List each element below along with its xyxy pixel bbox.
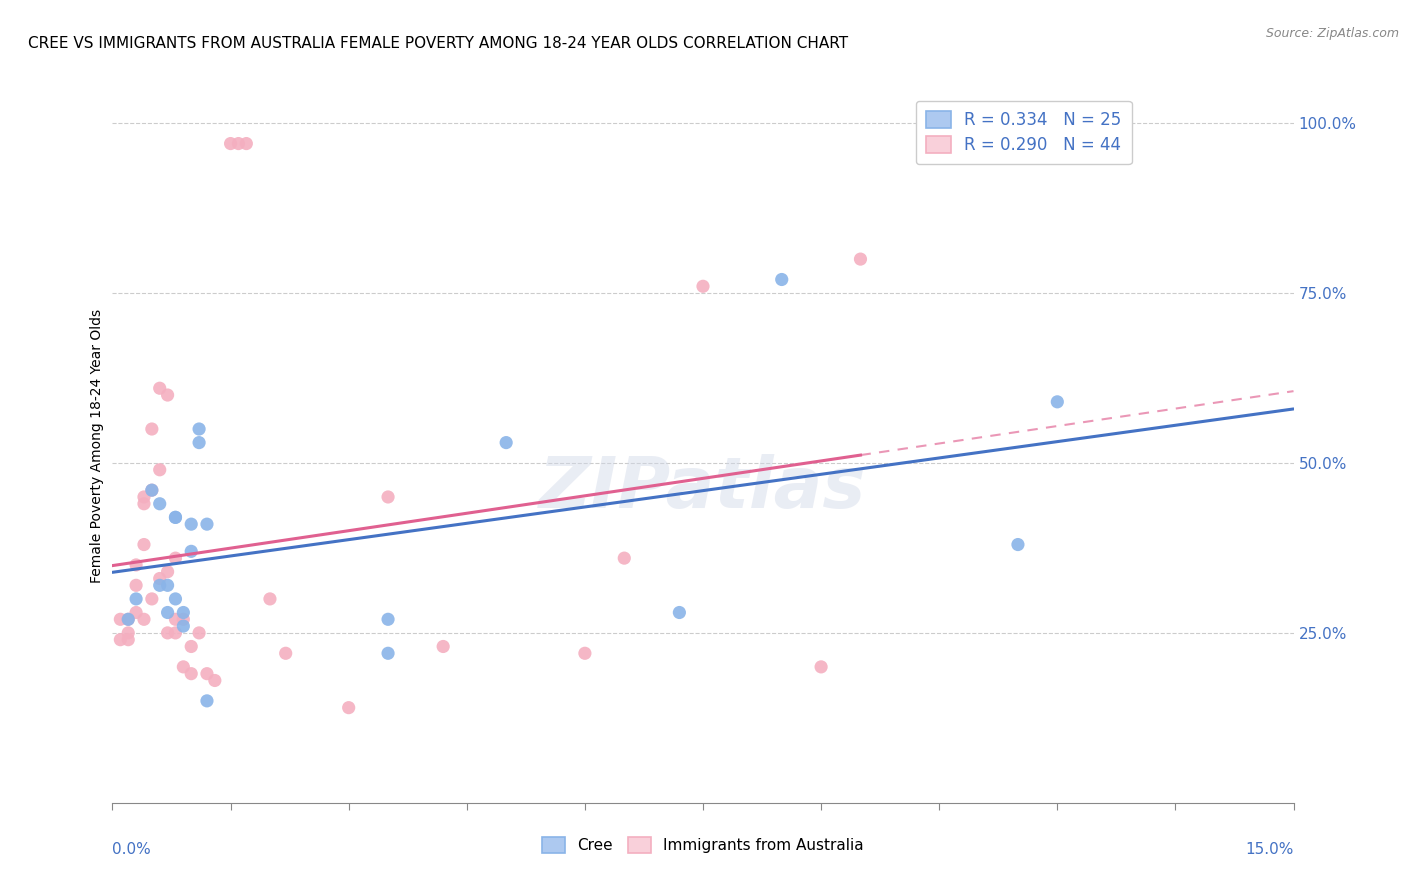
Text: ZIPatlas: ZIPatlas (540, 454, 866, 524)
Point (149, 381, 172, 395)
Point (195, 517, 218, 532)
Text: CREE VS IMMIGRANTS FROM AUSTRALIA FEMALE POVERTY AMONG 18-24 YEAR OLDS CORRELATI: CREE VS IMMIGRANTS FROM AUSTRALIA FEMALE… (28, 36, 848, 51)
Point (172, 660, 194, 674)
Point (770, 272, 793, 286)
Point (495, 435, 517, 450)
Point (110, 612, 132, 626)
Point (156, 388, 179, 402)
Point (849, 252, 872, 266)
Point (141, 591, 163, 606)
Point (377, 612, 399, 626)
Point (156, 578, 179, 592)
Point (180, 640, 202, 654)
Point (432, 640, 454, 654)
Point (172, 619, 194, 633)
Point (613, 551, 636, 566)
Point (149, 572, 172, 586)
Point (125, 558, 148, 572)
Point (156, 626, 179, 640)
Point (180, 544, 202, 558)
Y-axis label: Female Poverty Among 18-24 Year Olds: Female Poverty Among 18-24 Year Olds (90, 309, 104, 583)
Point (132, 497, 155, 511)
Point (149, 497, 172, 511)
Point (117, 612, 139, 626)
Point (117, 632, 139, 647)
Point (180, 666, 202, 681)
Text: 15.0%: 15.0% (1246, 842, 1294, 857)
Point (692, 279, 714, 293)
Point (165, 510, 187, 524)
Legend: Cree, Immigrants from Australia: Cree, Immigrants from Australia (536, 831, 870, 859)
Point (165, 551, 187, 566)
Point (156, 565, 179, 579)
Point (235, 136, 257, 151)
Point (219, 136, 242, 151)
Point (165, 510, 187, 524)
Point (195, 694, 218, 708)
Point (141, 422, 163, 436)
Point (125, 591, 148, 606)
Point (377, 490, 399, 504)
Point (180, 517, 202, 532)
Point (1007, 537, 1029, 551)
Point (125, 578, 148, 592)
Point (1046, 394, 1069, 409)
Point (274, 646, 297, 660)
Point (141, 483, 163, 498)
Point (810, 660, 832, 674)
Point (188, 435, 211, 450)
Point (141, 483, 163, 498)
Point (172, 606, 194, 620)
Point (195, 666, 218, 681)
Point (117, 612, 139, 626)
Point (132, 612, 155, 626)
Point (228, 136, 250, 151)
Point (188, 626, 211, 640)
Point (337, 700, 360, 714)
Point (125, 606, 148, 620)
Point (204, 673, 226, 688)
Point (156, 606, 179, 620)
Point (132, 537, 155, 551)
Point (165, 626, 187, 640)
Point (668, 606, 690, 620)
Point (172, 612, 194, 626)
Point (165, 591, 187, 606)
Point (149, 463, 172, 477)
Point (259, 591, 281, 606)
Point (117, 626, 139, 640)
Text: 0.0%: 0.0% (112, 842, 152, 857)
Text: Source: ZipAtlas.com: Source: ZipAtlas.com (1265, 27, 1399, 40)
Point (574, 646, 596, 660)
Point (377, 646, 399, 660)
Point (165, 612, 187, 626)
Point (188, 422, 211, 436)
Point (110, 632, 132, 647)
Point (149, 578, 172, 592)
Point (132, 490, 155, 504)
